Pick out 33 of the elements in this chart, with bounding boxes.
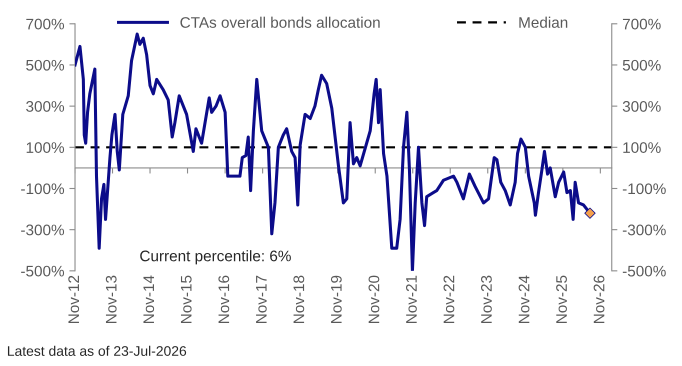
- y2-tick-label: 500%: [622, 60, 661, 71]
- y-tick-label: 500%: [26, 60, 64, 71]
- y-tick-label: 100%: [26, 142, 64, 153]
- x-tick-label: Nov-13: [106, 276, 117, 323]
- x-tick-label: Nov-24: [518, 275, 530, 323]
- y2-tick-label: -100%: [622, 183, 666, 194]
- x-tick-label: Nov-18: [293, 276, 304, 323]
- x-tick-label: Nov-12: [68, 276, 80, 323]
- legend-label: Median: [519, 16, 568, 28]
- y-tick-label: -500%: [21, 266, 64, 277]
- y-tick-label: 700%: [26, 18, 64, 30]
- x-tick-label: Nov-14: [143, 275, 154, 323]
- y-tick-label: -300%: [21, 224, 64, 236]
- y-tick-label: -100%: [21, 183, 64, 194]
- x-tick-label: Nov-25: [556, 276, 567, 323]
- y2-tick-label: -500%: [622, 266, 666, 277]
- x-tick-label: Nov-15: [180, 276, 192, 323]
- y2-tick-label: -300%: [622, 224, 666, 236]
- y2-tick-label: 300%: [622, 101, 661, 112]
- x-tick-label: Nov-21: [406, 276, 417, 323]
- x-tick-label: Nov-22: [444, 276, 454, 323]
- x-tick-label: Nov-20: [368, 276, 380, 323]
- x-tick-label: Nov-16: [218, 276, 230, 323]
- y2-tick-label: 100%: [623, 142, 661, 153]
- x-tick-label: Nov-23: [481, 276, 492, 323]
- annotation: Current percentile: 6%: [140, 250, 291, 264]
- x-tick-label: Nov-17: [256, 276, 267, 323]
- legend-label: CTAs overall bonds allocation: [180, 16, 380, 28]
- y-tick-label: 300%: [26, 101, 64, 112]
- text: Latest data as of 23-Jul-2026: [8, 346, 186, 356]
- x-tick-label: Nov-26: [594, 276, 604, 323]
- x-tick-label: Nov-19: [330, 276, 342, 323]
- y2-tick-label: 700%: [622, 18, 661, 30]
